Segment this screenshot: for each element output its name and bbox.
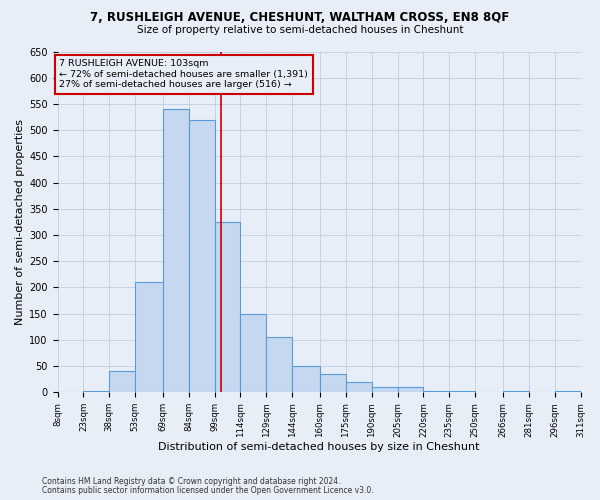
Bar — [292, 366, 320, 392]
Bar — [215, 222, 241, 392]
Bar — [109, 372, 135, 392]
Text: Size of property relative to semi-detached houses in Cheshunt: Size of property relative to semi-detach… — [137, 25, 463, 35]
Bar — [241, 314, 266, 392]
Text: 7 RUSHLEIGH AVENUE: 103sqm
← 72% of semi-detached houses are smaller (1,391)
27%: 7 RUSHLEIGH AVENUE: 103sqm ← 72% of semi… — [59, 60, 308, 89]
Text: Contains public sector information licensed under the Open Government Licence v3: Contains public sector information licen… — [42, 486, 374, 495]
Bar — [346, 382, 371, 392]
Bar — [266, 338, 292, 392]
Bar — [163, 109, 188, 393]
Text: Contains HM Land Registry data © Crown copyright and database right 2024.: Contains HM Land Registry data © Crown c… — [42, 477, 341, 486]
Bar — [371, 387, 398, 392]
Y-axis label: Number of semi-detached properties: Number of semi-detached properties — [15, 119, 25, 325]
X-axis label: Distribution of semi-detached houses by size in Cheshunt: Distribution of semi-detached houses by … — [158, 442, 480, 452]
Bar — [188, 120, 215, 392]
Text: 7, RUSHLEIGH AVENUE, CHESHUNT, WALTHAM CROSS, EN8 8QF: 7, RUSHLEIGH AVENUE, CHESHUNT, WALTHAM C… — [91, 11, 509, 24]
Bar — [398, 387, 424, 392]
Bar — [320, 374, 346, 392]
Bar — [135, 282, 163, 393]
